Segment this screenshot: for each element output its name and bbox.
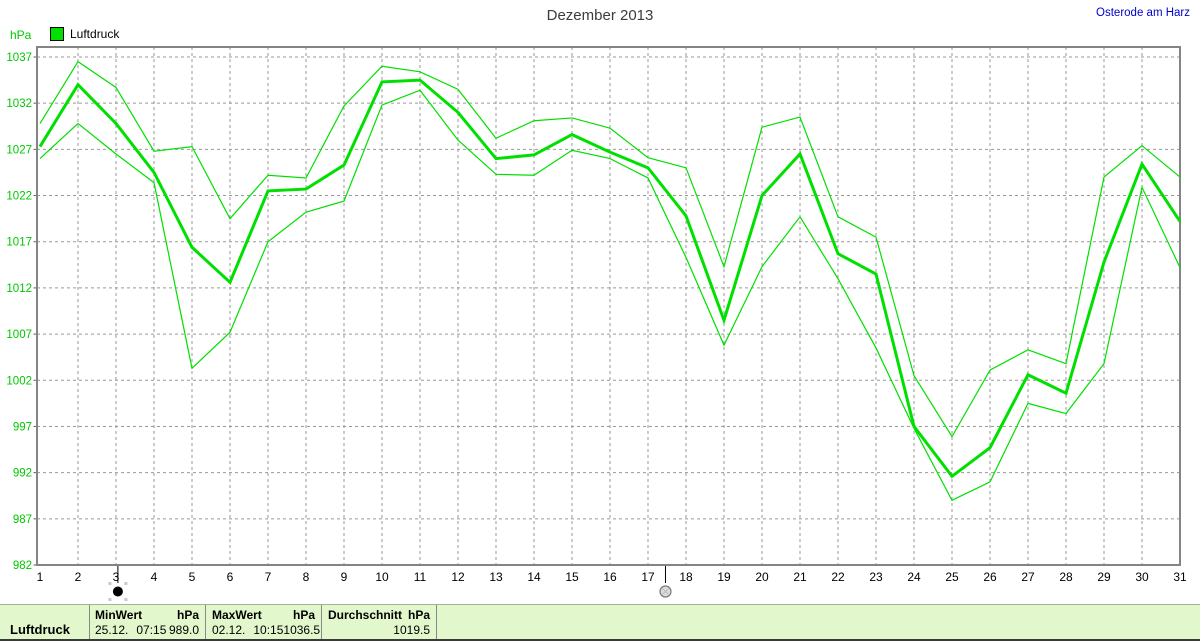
minwert-time: 07:15 <box>136 623 167 637</box>
durchschnitt-unit: hPa <box>407 608 430 622</box>
x-axis-tick-label: 31 <box>1173 570 1187 584</box>
y-axis-tick-label: 1002 <box>6 375 32 387</box>
x-axis-tick-label: 5 <box>189 570 196 584</box>
y-axis-tick-label: 1027 <box>6 144 32 156</box>
y-axis-unit-label: hPa <box>10 28 32 42</box>
x-axis-tick-label: 1 <box>37 570 44 584</box>
summary-separator <box>321 605 322 639</box>
durchschnitt-header: Durchschnitt <box>328 608 403 622</box>
x-axis-tick-label: 15 <box>565 570 579 584</box>
x-axis-tick-label: 30 <box>1135 570 1149 584</box>
x-axis-tick-label: 11 <box>414 570 427 584</box>
maxwert-time: 10:15 <box>253 623 284 637</box>
x-axis-tick-label: 16 <box>603 570 617 584</box>
x-axis-tick-label: 10 <box>375 570 389 584</box>
x-axis-tick-label: 26 <box>983 570 997 584</box>
pressure-min-line <box>39 89 1181 502</box>
maxwert-column: MaxWert hPa 02.12. 10:15 1036.5 <box>212 608 320 637</box>
y-axis-tick-label: 992 <box>13 468 32 480</box>
x-axis-tick-label: 21 <box>793 570 807 584</box>
minwert-unit: hPa <box>176 608 199 622</box>
legend: Luftdruck <box>50 27 119 41</box>
plot-border <box>36 46 1181 566</box>
summary-separator <box>89 605 90 639</box>
x-axis-tick-label: 8 <box>303 570 310 584</box>
x-axis-tick-label: 17 <box>641 570 655 584</box>
y-axis-tick-label: 987 <box>13 514 32 526</box>
new-moon-icon <box>108 582 128 601</box>
summary-bar: Luftdruck MinWert hPa 25.12. 07:15 989.0… <box>0 604 1200 641</box>
x-axis-tick-label: 6 <box>227 570 234 584</box>
x-axis-tick-label: 12 <box>451 570 465 584</box>
x-axis-tick-label: 19 <box>717 570 731 584</box>
x-axis-tick-label: 20 <box>755 570 769 584</box>
pressure-max-line <box>39 60 1181 438</box>
summary-separator <box>436 605 437 639</box>
y-axis-tick-label: 1022 <box>6 191 32 203</box>
page-title: Dezember 2013 <box>546 7 654 24</box>
x-axis-tick-label: 3 <box>113 570 120 584</box>
x-axis-tick-label: 4 <box>151 570 158 584</box>
minwert-date: 25.12. <box>95 623 129 637</box>
x-axis-tick-label: 2 <box>75 570 82 584</box>
x-axis-tick-label: 28 <box>1059 570 1073 584</box>
x-axis-tick-label: 27 <box>1021 570 1035 584</box>
summary-separator <box>205 605 206 639</box>
pressure-avg-line <box>38 78 1182 479</box>
minwert-value: 989.0 <box>168 623 199 637</box>
legend-label: Luftdruck <box>70 27 120 41</box>
station-label: Osterode am Harz <box>1096 7 1190 19</box>
summary-row-label-column: Luftdruck <box>10 608 84 637</box>
summary-row-label: Luftdruck <box>10 622 70 637</box>
maxwert-date: 02.12. <box>212 623 246 637</box>
x-axis-tick-label: 29 <box>1097 570 1111 584</box>
maxwert-header: MaxWert <box>212 608 262 622</box>
maxwert-unit: hPa <box>292 608 315 622</box>
x-axis-tick-label: 22 <box>831 570 845 584</box>
x-axis-tick-label: 14 <box>527 570 541 584</box>
y-axis-tick-label: 997 <box>13 421 32 433</box>
luftdruck-legend-swatch-icon[interactable] <box>50 27 64 41</box>
y-axis-tick-label: 1007 <box>6 329 32 341</box>
pressure-chart: 9829879929971002100710121017102210271032… <box>6 46 1187 601</box>
x-axis-tick-label: 18 <box>679 570 693 584</box>
y-axis-tick-label: 982 <box>13 560 32 572</box>
maxwert-value: 1036.5 <box>283 623 321 637</box>
x-axis-tick-label: 23 <box>869 570 883 584</box>
durchschnitt-value: 1019.5 <box>393 623 430 637</box>
y-axis-tick-label: 1032 <box>6 98 32 110</box>
x-axis-tick-label: 25 <box>945 570 959 584</box>
minwert-column: MinWert hPa 25.12. 07:15 989.0 <box>95 608 199 637</box>
minwert-header: MinWert <box>95 608 143 622</box>
x-axis-tick-label: 9 <box>341 570 348 584</box>
x-axis-tick-label: 24 <box>907 570 921 584</box>
x-axis-tick-label: 13 <box>489 570 503 584</box>
y-axis-tick-label: 1037 <box>6 52 32 64</box>
durchschnitt-column: Durchschnitt hPa 1019.5 <box>328 608 430 637</box>
full-moon-icon <box>659 585 672 598</box>
y-axis-tick-label: 1012 <box>6 283 32 295</box>
y-axis-tick-label: 1017 <box>6 237 32 249</box>
x-axis-tick-label: 7 <box>265 570 272 584</box>
